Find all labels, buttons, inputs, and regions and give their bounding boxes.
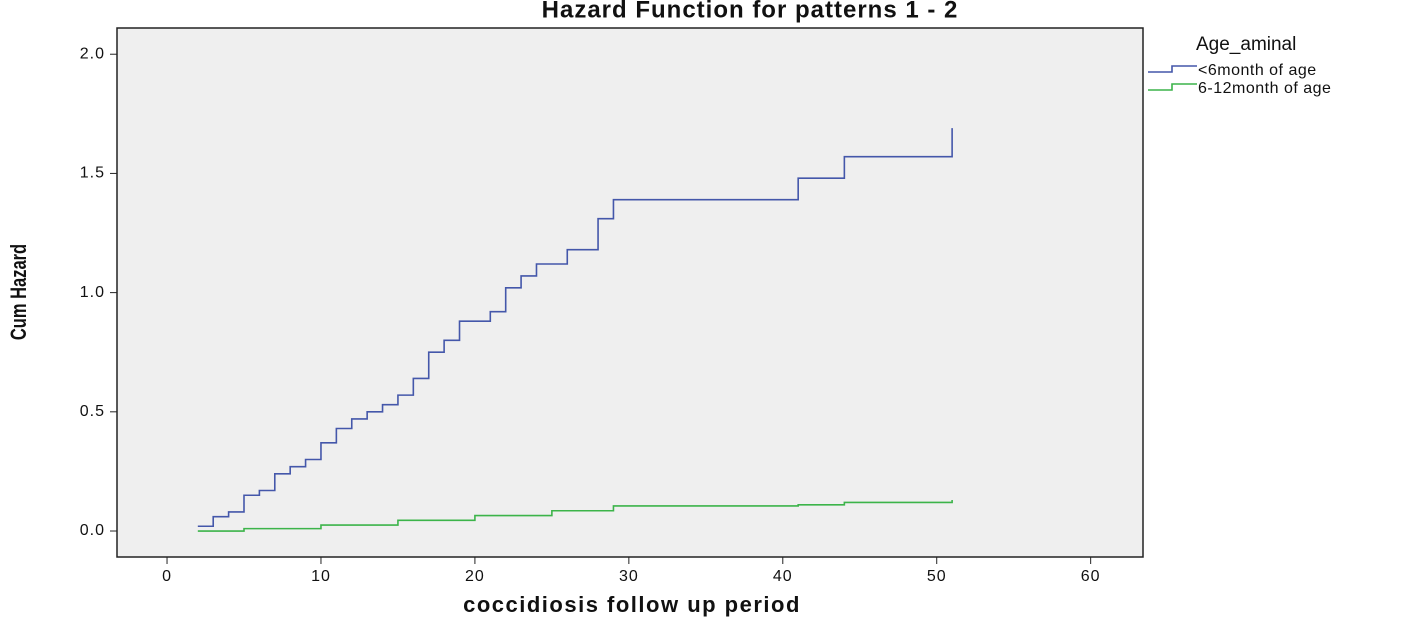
- step-line: [197, 128, 953, 528]
- x-tick-label: 50: [927, 568, 947, 585]
- y-tick-label: 0.0: [80, 522, 105, 539]
- legend-swatch: [1148, 65, 1197, 73]
- step-line: [197, 500, 953, 532]
- x-tick-label: 0: [162, 568, 172, 585]
- y-tick-label: 1.0: [80, 284, 105, 301]
- y-axis-label: Cum Hazard: [7, 244, 32, 340]
- legend-title: Age_aminal: [1196, 34, 1296, 55]
- y-tick-label: 1.5: [80, 165, 105, 182]
- y-tick-label: 2.0: [80, 45, 105, 62]
- legend-label: 6-12month of age: [1198, 80, 1331, 97]
- legend-swatch: [1148, 83, 1197, 91]
- x-tick-label: 10: [311, 568, 331, 585]
- x-tick-label: 30: [619, 568, 639, 585]
- x-tick-label: 40: [773, 568, 793, 585]
- chart-title: Hazard Function for patterns 1 - 2: [542, 0, 959, 23]
- y-tick-label: 0.5: [80, 403, 105, 420]
- x-tick-label: 20: [465, 568, 485, 585]
- x-axis-label: coccidiosis follow up period: [463, 592, 801, 617]
- x-tick-label: 60: [1081, 568, 1101, 585]
- plot-area: [116, 27, 1144, 558]
- legend-label: <6month of age: [1198, 62, 1317, 79]
